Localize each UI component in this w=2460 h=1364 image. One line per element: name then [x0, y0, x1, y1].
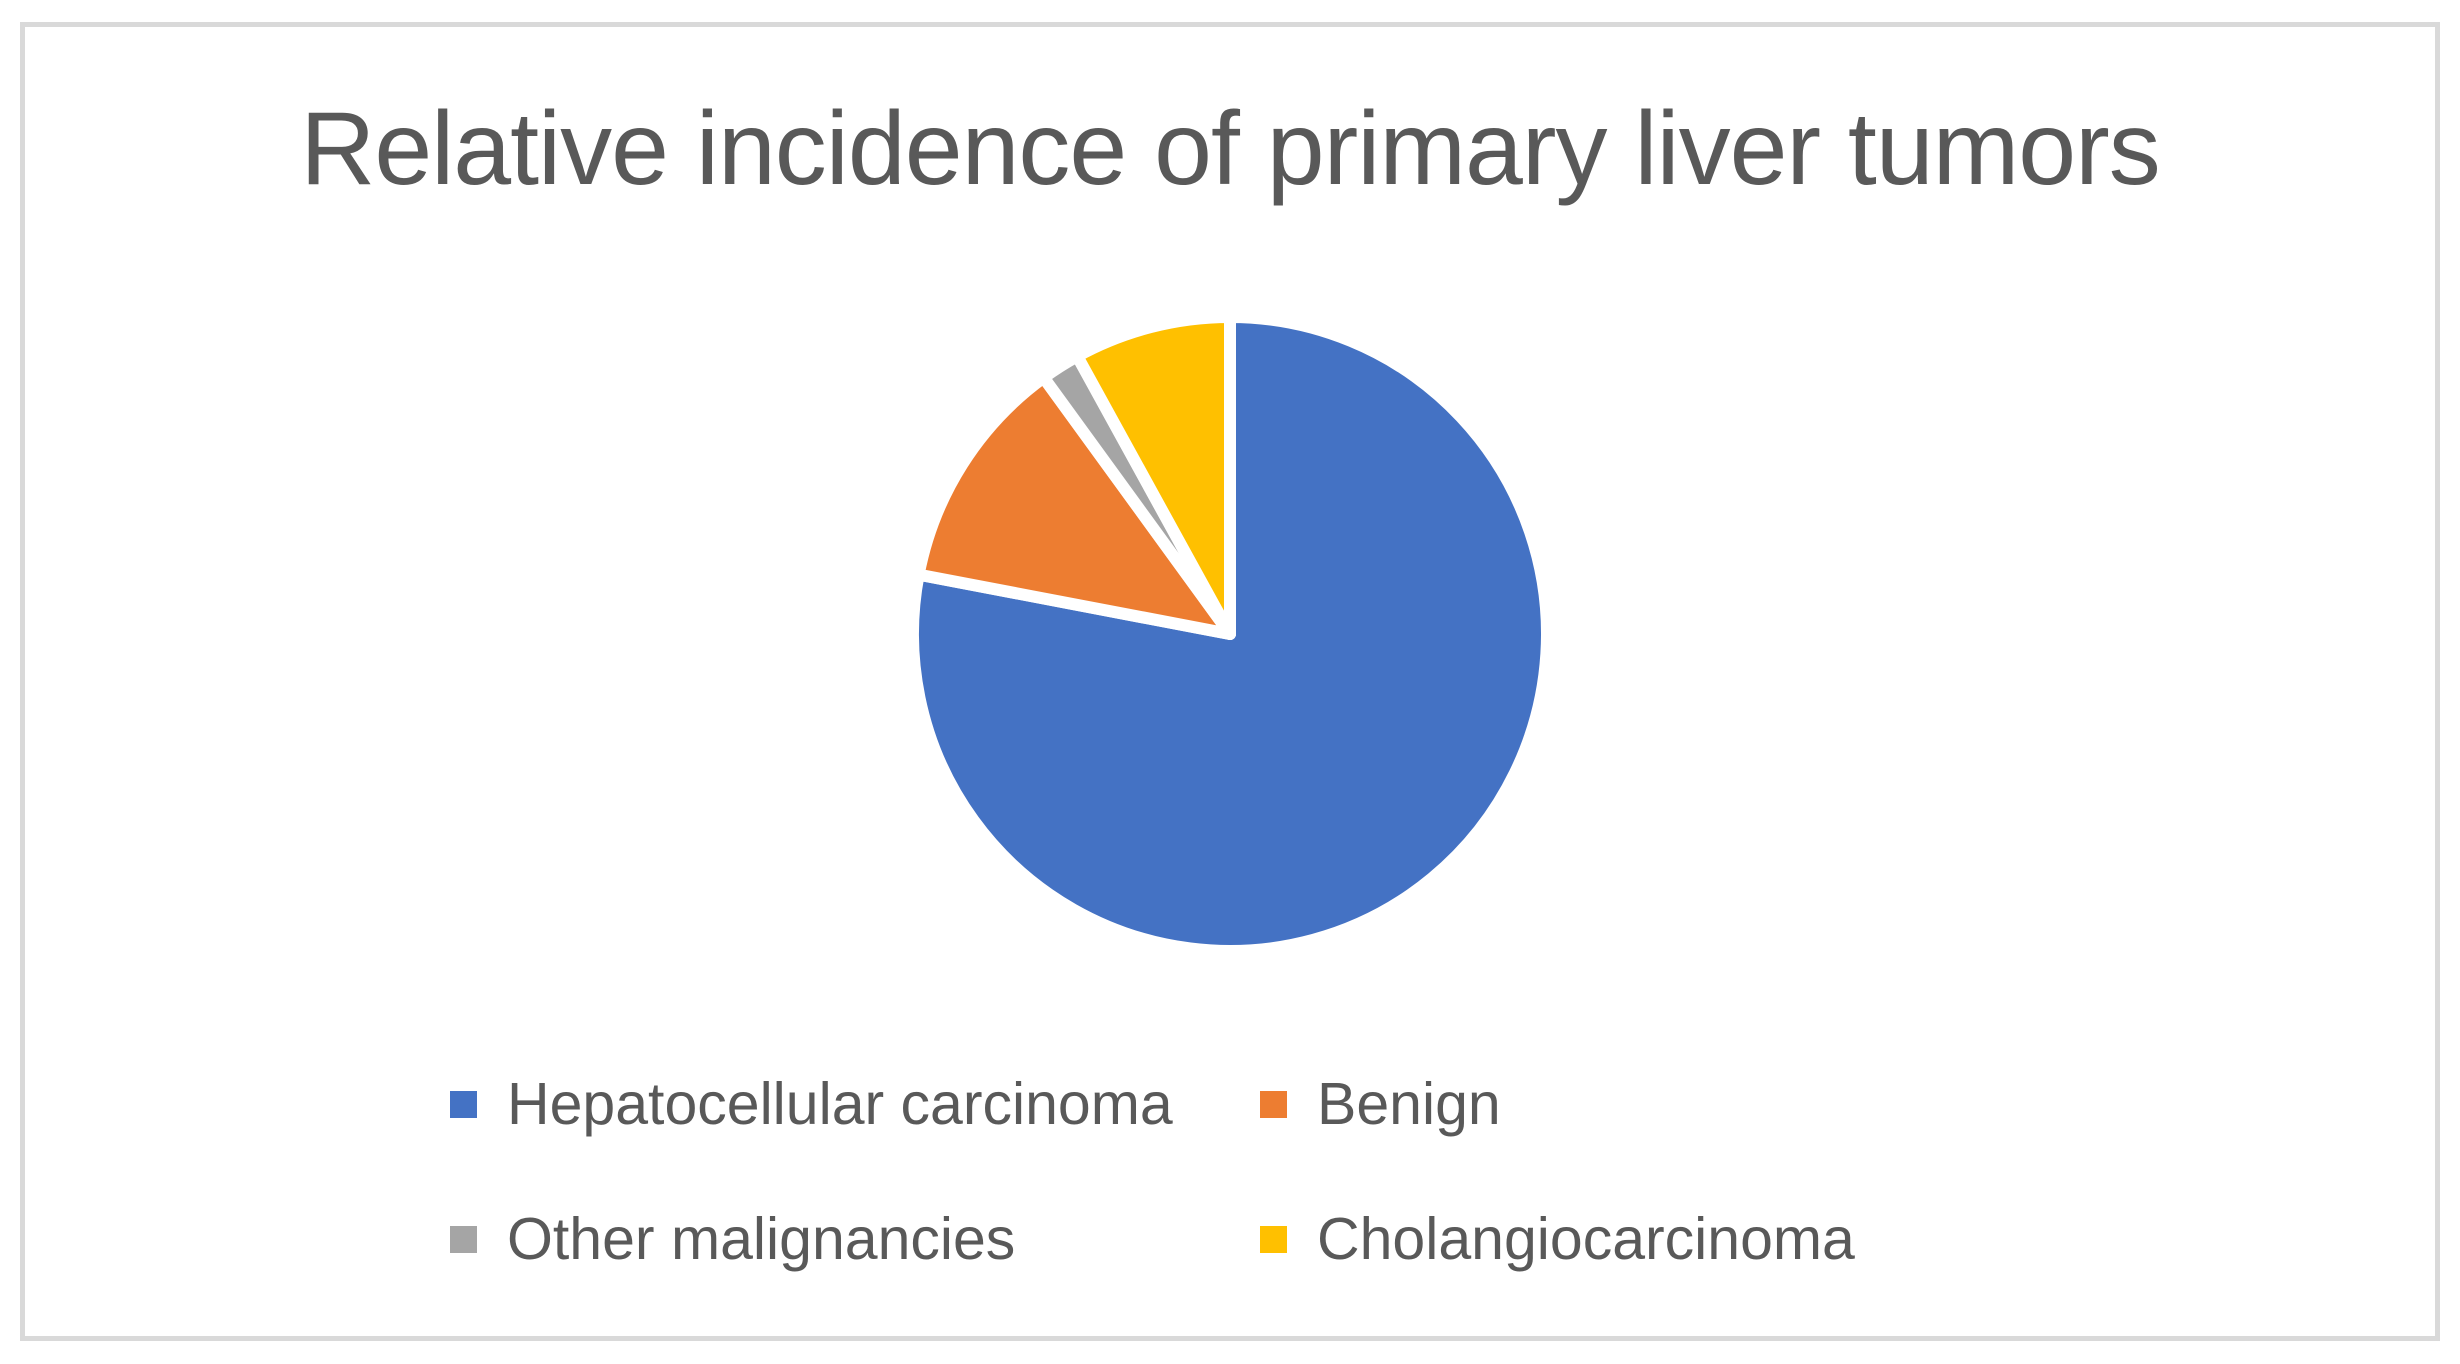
- legend-label: Cholangiocarcinoma: [1317, 1206, 1855, 1272]
- pie-slice-hepatocellular-carcinoma: [906, 311, 1553, 957]
- legend-label: Other malignancies: [507, 1206, 1016, 1272]
- legend-label: Hepatocellular carcinoma: [507, 1071, 1173, 1137]
- legend-color-swatch-icon: [450, 1090, 477, 1118]
- legend-color-swatch-icon: [1260, 1090, 1287, 1118]
- pie-chart-area: [900, 304, 1560, 964]
- chart-title: Relative incidence of primary liver tumo…: [300, 91, 2161, 207]
- legend-item-cholangiocarcinoma: Cholangiocarcinoma: [1260, 1206, 1855, 1272]
- legend-item-benign: Benign: [1260, 1071, 1501, 1137]
- pie-slice-cholangiocarcinoma: [1071, 311, 1236, 640]
- pie-slice-benign: [912, 371, 1236, 640]
- legend-color-swatch-icon: [1260, 1225, 1287, 1253]
- legend-item-other-malignancies: Other malignancies: [450, 1206, 1016, 1272]
- legend-item-hepatocellular-carcinoma: Hepatocellular carcinoma: [450, 1071, 1173, 1137]
- legend-label: Benign: [1317, 1071, 1501, 1137]
- legend-color-swatch-icon: [450, 1225, 477, 1253]
- pie-chart: [906, 311, 1553, 957]
